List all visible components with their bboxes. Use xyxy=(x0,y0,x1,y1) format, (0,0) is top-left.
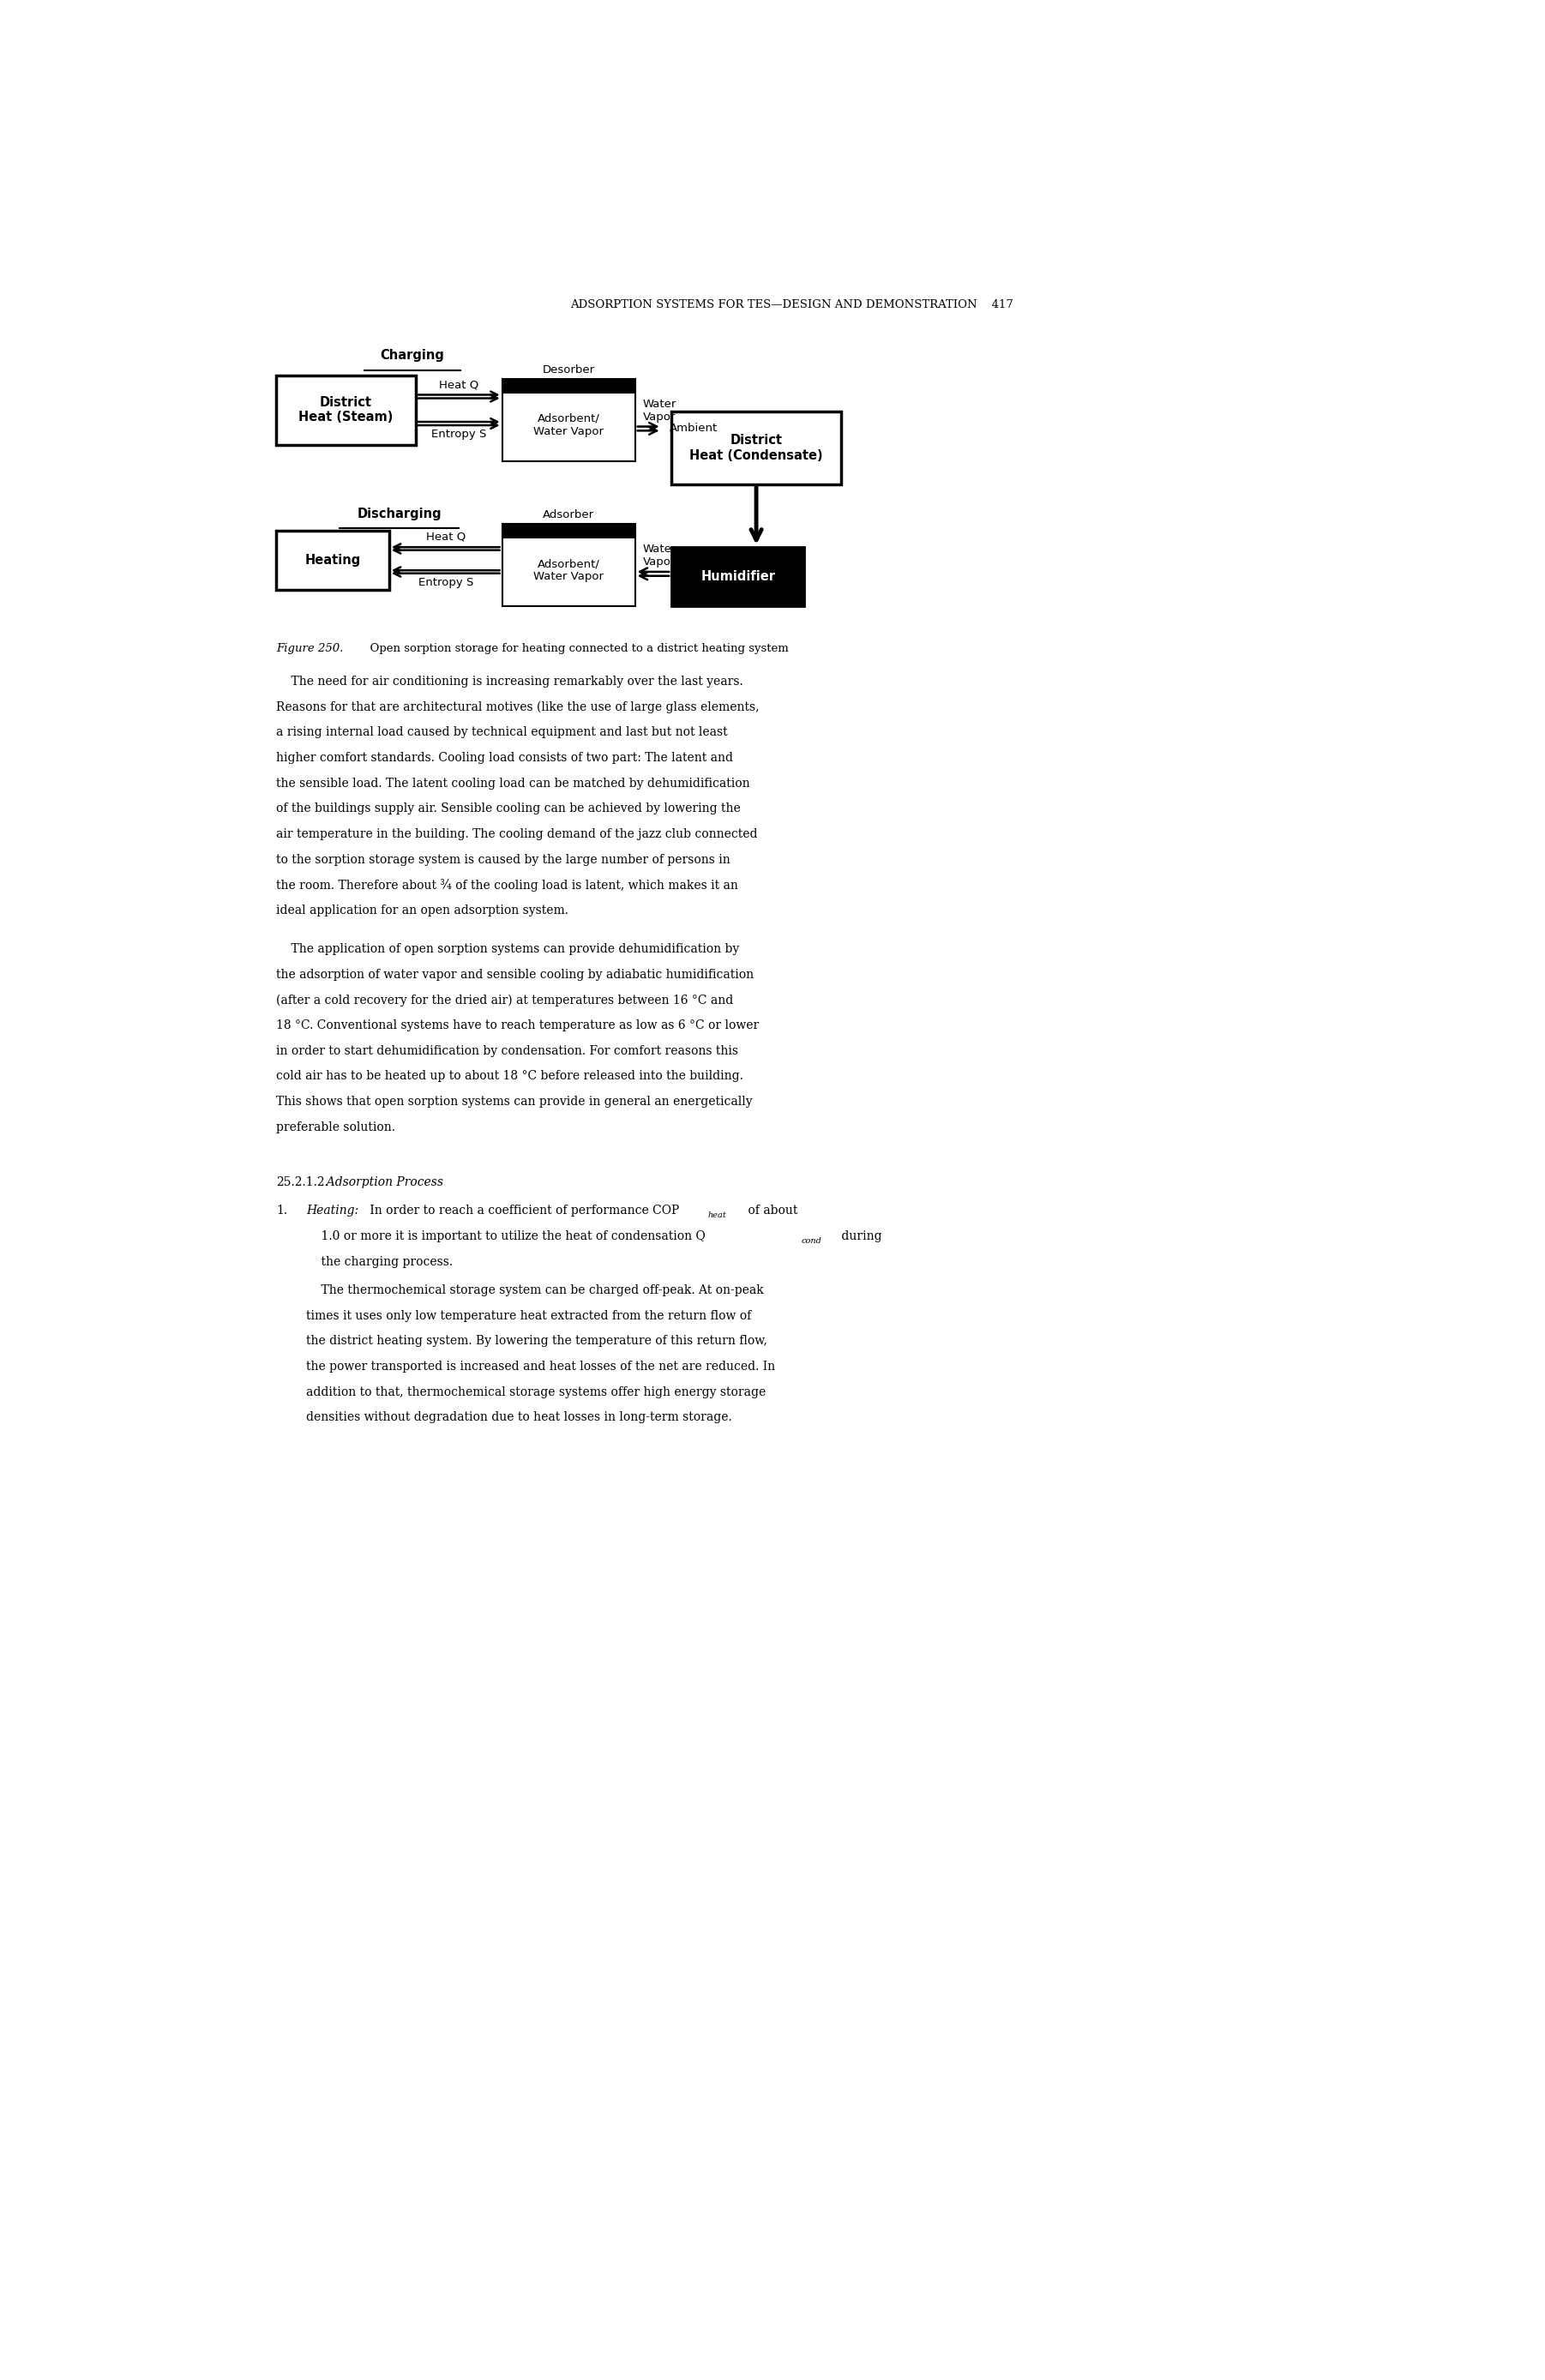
Text: the adsorption of water vapor and sensible cooling by adiabatic humidification: the adsorption of water vapor and sensib… xyxy=(277,969,754,981)
Bar xyxy=(277,531,389,590)
Text: Adsorbent/
Water Vapor: Adsorbent/ Water Vapor xyxy=(533,559,604,583)
Text: Water
Vapor: Water Vapor xyxy=(643,543,677,569)
Text: This shows that open sorption systems can provide in general an energetically: This shows that open sorption systems ca… xyxy=(277,1095,752,1107)
Text: Heat Q: Heat Q xyxy=(439,378,479,390)
Text: The need for air conditioning is increasing remarkably over the last years.: The need for air conditioning is increas… xyxy=(277,676,743,688)
Text: Figure 250.: Figure 250. xyxy=(277,643,343,655)
Text: addition to that, thermochemical storage systems offer high energy storage: addition to that, thermochemical storage… xyxy=(306,1385,766,1397)
Text: preferable solution.: preferable solution. xyxy=(277,1121,396,1133)
Text: 18 °C. Conventional systems have to reach temperature as low as 6 °C or lower: 18 °C. Conventional systems have to reac… xyxy=(277,1019,759,1031)
Text: District
Heat (Steam): District Heat (Steam) xyxy=(298,395,394,424)
Text: Reasons for that are architectural motives (like the use of large glass elements: Reasons for that are architectural motiv… xyxy=(277,702,759,714)
Text: District
Heat (Condensate): District Heat (Condensate) xyxy=(689,433,823,462)
Text: air temperature in the building. The cooling demand of the jazz club connected: air temperature in the building. The coo… xyxy=(277,828,757,840)
Text: Desorber: Desorber xyxy=(542,364,595,376)
Text: to the sorption storage system is caused by the large number of persons in: to the sorption storage system is caused… xyxy=(277,854,731,866)
Bar xyxy=(277,376,416,445)
Text: the district heating system. By lowering the temperature of this return flow,: the district heating system. By lowering… xyxy=(306,1335,768,1347)
Text: Charging: Charging xyxy=(380,350,445,362)
Text: the sensible load. The latent cooling load can be matched by dehumidification: the sensible load. The latent cooling lo… xyxy=(277,778,749,790)
Bar xyxy=(672,412,840,483)
Text: densities without degradation due to heat losses in long-term storage.: densities without degradation due to hea… xyxy=(306,1411,732,1423)
Text: heat: heat xyxy=(708,1211,726,1219)
Text: 25.2.1.2.: 25.2.1.2. xyxy=(277,1176,329,1188)
Text: Humidifier: Humidifier xyxy=(701,571,776,583)
Text: cold air has to be heated up to about 18 °C before released into the building.: cold air has to be heated up to about 18… xyxy=(277,1071,743,1083)
Text: times it uses only low temperature heat extracted from the return flow of: times it uses only low temperature heat … xyxy=(306,1309,751,1321)
Text: Entropy S: Entropy S xyxy=(419,576,473,588)
Text: higher comfort standards. Cooling load consists of two part: The latent and: higher comfort standards. Cooling load c… xyxy=(277,752,734,764)
Text: Water
Vapor: Water Vapor xyxy=(643,397,677,424)
Text: 1.0 or more it is important to utilize the heat of condensation Q: 1.0 or more it is important to utilize t… xyxy=(306,1230,706,1242)
Text: The thermochemical storage system can be charged off-peak. At on-peak: The thermochemical storage system can be… xyxy=(306,1285,763,1297)
Text: Heating:: Heating: xyxy=(306,1204,358,1216)
Text: cond: cond xyxy=(802,1238,822,1245)
Bar xyxy=(502,378,635,393)
Bar xyxy=(502,524,635,538)
Text: Heating: Heating xyxy=(304,555,360,566)
Text: during: during xyxy=(837,1230,882,1242)
Text: Entropy S: Entropy S xyxy=(431,428,487,440)
Text: The application of open sorption systems can provide dehumidification by: The application of open sorption systems… xyxy=(277,942,740,954)
Bar xyxy=(502,378,635,462)
Text: Heat Q: Heat Q xyxy=(426,531,465,543)
Text: the room. Therefore about ¾ of the cooling load is latent, which makes it an: the room. Therefore about ¾ of the cooli… xyxy=(277,878,739,892)
Text: ADSORPTION SYSTEMS FOR TES—DESIGN AND DEMONSTRATION    417: ADSORPTION SYSTEMS FOR TES—DESIGN AND DE… xyxy=(570,300,1014,312)
Bar xyxy=(672,547,805,607)
Text: Open sorption storage for heating connected to a district heating system: Open sorption storage for heating connec… xyxy=(363,643,788,655)
Text: the charging process.: the charging process. xyxy=(306,1257,453,1269)
Text: of the buildings supply air. Sensible cooling can be achieved by lowering the: of the buildings supply air. Sensible co… xyxy=(277,802,740,814)
Text: ideal application for an open adsorption system.: ideal application for an open adsorption… xyxy=(277,904,569,916)
Text: of about: of about xyxy=(745,1204,799,1216)
Text: Discharging: Discharging xyxy=(357,507,442,521)
Text: in order to start dehumidification by condensation. For comfort reasons this: in order to start dehumidification by co… xyxy=(277,1045,739,1057)
Bar xyxy=(502,524,635,607)
Text: 1.: 1. xyxy=(277,1204,287,1216)
Text: Adsorption Process: Adsorption Process xyxy=(320,1176,443,1188)
Text: In order to reach a coefficient of performance COP: In order to reach a coefficient of perfo… xyxy=(366,1204,680,1216)
Text: a rising internal load caused by technical equipment and last but not least: a rising internal load caused by technic… xyxy=(277,726,728,738)
Text: Ambient: Ambient xyxy=(669,424,718,433)
Text: Adsorbent/
Water Vapor: Adsorbent/ Water Vapor xyxy=(533,414,604,438)
Text: Adsorber: Adsorber xyxy=(542,509,595,521)
Text: the power transported is increased and heat losses of the net are reduced. In: the power transported is increased and h… xyxy=(306,1361,776,1373)
Text: (after a cold recovery for the dried air) at temperatures between 16 °C and: (after a cold recovery for the dried air… xyxy=(277,995,734,1007)
